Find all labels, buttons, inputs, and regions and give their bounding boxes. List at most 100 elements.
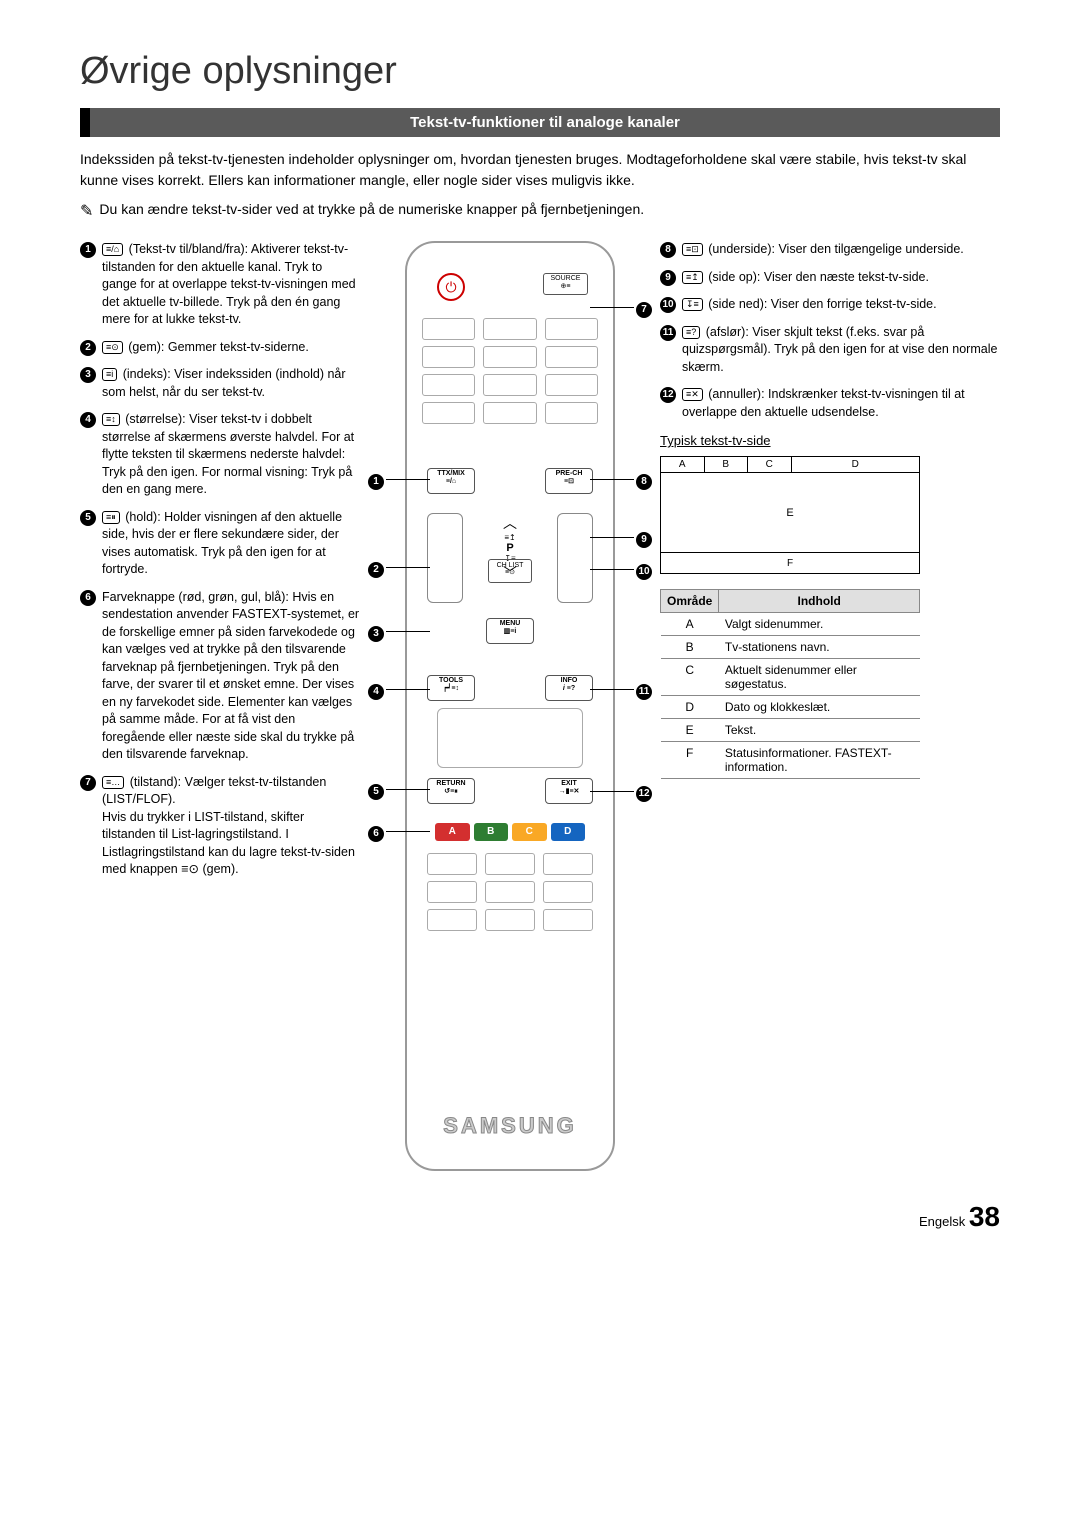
list-item: 7 ≡… (tilstand): Vælger tekst-tv-tilstan… <box>80 774 360 879</box>
item-number: 8 <box>660 242 676 258</box>
cell-content: Valgt sidenummer. <box>719 613 920 636</box>
chlist-button[interactable]: CH LIST≡⊙ <box>488 559 532 583</box>
ttx-button[interactable]: TTX/MIX≡/⌂ <box>427 468 475 494</box>
prech-button[interactable]: PRE-CH≡⊡ <box>545 468 593 494</box>
exit-label: EXIT <box>546 780 592 788</box>
color-button[interactable]: A <box>435 823 470 841</box>
tools-button[interactable]: TOOLS┍┙≡↕ <box>427 675 475 701</box>
color-button[interactable]: B <box>474 823 509 841</box>
return-button[interactable]: RETURN↺≡⏸ <box>427 778 475 804</box>
media-button[interactable] <box>485 881 535 903</box>
prech-icon: ≡⊡ <box>546 478 592 486</box>
num-button[interactable] <box>545 318 598 340</box>
num-button[interactable] <box>422 346 475 368</box>
ttv-icon: ≡i <box>102 368 117 381</box>
page-footer: Engelsk 38 <box>80 1201 1000 1233</box>
item-text: Farveknappe (rød, grøn, gul, blå): Hvis … <box>102 589 360 764</box>
th-content: Indhold <box>719 590 920 613</box>
tools-icon: ┍┙≡↕ <box>428 685 474 693</box>
chlist-icon: ≡⊙ <box>489 569 531 576</box>
num-button[interactable] <box>545 402 598 424</box>
vol-ch-area: ︿ ≡↥ P ↧≡ ﹀ <box>427 513 593 603</box>
volume-rocker[interactable] <box>427 513 463 603</box>
pencil-icon: ✎ <box>80 201 93 221</box>
callout-number: 12 <box>636 786 652 802</box>
callout-number: 5 <box>368 784 384 800</box>
media-button[interactable] <box>427 909 477 931</box>
num-button[interactable] <box>483 374 536 396</box>
language-label: Engelsk <box>919 1214 965 1229</box>
leader-line <box>590 537 634 538</box>
cell-area: D <box>661 696 719 719</box>
callout: 6 <box>368 823 384 842</box>
bottom-pad <box>427 853 593 937</box>
table-row: CAktuelt sidenummer eller søgestatus. <box>661 659 920 696</box>
media-button[interactable] <box>485 853 535 875</box>
callout-number: 9 <box>636 532 652 548</box>
tools-label: TOOLS <box>428 677 474 685</box>
cell-content: Statusinformationer. FASTEXT-information… <box>719 742 920 779</box>
ttv-icon: ≡↕ <box>102 413 120 426</box>
num-button[interactable] <box>422 318 475 340</box>
num-button[interactable] <box>545 374 598 396</box>
ttv-icon: ≡/⌂ <box>102 243 123 256</box>
media-button[interactable] <box>427 881 477 903</box>
item-text: ↧≡ (side ned): Viser den forrige tekst-t… <box>682 296 1000 314</box>
exit-button[interactable]: EXIT→▮≡✕ <box>545 778 593 804</box>
color-button[interactable]: C <box>512 823 547 841</box>
chlist-label: CH LIST <box>489 562 531 569</box>
channel-center: ︿ ≡↥ P ↧≡ ﹀ <box>488 513 532 603</box>
th-area: Område <box>661 590 719 613</box>
source-button[interactable]: SOURCE ⊕≡ <box>543 273 588 295</box>
table-row: DDato og klokkeslæt. <box>661 696 920 719</box>
ttv-icon: ≡✕ <box>682 388 703 401</box>
cell-area: C <box>661 659 719 696</box>
ch-rocker[interactable] <box>557 513 593 603</box>
ttx-label: TTX/MIX <box>428 470 474 478</box>
diag-cell-a: A <box>661 457 705 472</box>
menu-icon: ▥≡i <box>487 628 533 636</box>
callout: 8 <box>636 471 652 490</box>
callout: 10 <box>636 561 652 580</box>
item-number: 2 <box>80 340 96 356</box>
power-button[interactable]: ⏻ <box>437 273 465 301</box>
leader-line <box>590 307 634 308</box>
leader-line <box>590 791 634 792</box>
menu-button[interactable]: MENU▥≡i <box>486 618 534 644</box>
callout: 7 <box>636 299 652 318</box>
chevron-up-icon[interactable]: ︿ <box>488 513 532 533</box>
callout-number: 7 <box>636 302 652 318</box>
cell-area: F <box>661 742 719 779</box>
num-button[interactable] <box>422 402 475 424</box>
leader-line <box>386 631 430 632</box>
page-title: Øvrige oplysninger <box>80 50 1000 93</box>
num-button[interactable] <box>483 346 536 368</box>
info-button[interactable]: INFOi ≡? <box>545 675 593 701</box>
media-button[interactable] <box>543 853 593 875</box>
item-text: ≡⊙ (gem): Gemmer tekst-tv-siderne. <box>102 339 360 357</box>
leader-line <box>590 569 634 570</box>
callout-number: 3 <box>368 626 384 642</box>
media-button[interactable] <box>427 853 477 875</box>
item-text: ≡✕ (annuller): Indskrænker tekst-tv-visn… <box>682 386 1000 421</box>
item-text: ≡… (tilstand): Vælger tekst-tv-tilstande… <box>102 774 360 879</box>
num-button[interactable] <box>422 374 475 396</box>
media-button[interactable] <box>543 909 593 931</box>
dpad[interactable] <box>437 708 583 768</box>
item-number: 11 <box>660 325 676 341</box>
remote-outline: ⏻ SOURCE ⊕≡ TTX/MIX≡/⌂ PRE-CH≡⊡ ︿ <box>405 241 615 1171</box>
item-text: ≡↥ (side op): Viser den næste tekst-tv-s… <box>682 269 1000 287</box>
callout-number: 8 <box>636 474 652 490</box>
callout: 2 <box>368 559 384 578</box>
media-button[interactable] <box>485 909 535 931</box>
num-button[interactable] <box>483 318 536 340</box>
color-button[interactable]: D <box>551 823 586 841</box>
item-number: 9 <box>660 270 676 286</box>
right-column: 8 ≡⊡ (underside): Viser den tilgængelige… <box>660 241 1000 1171</box>
left-column: 1 ≡/⌂ (Tekst-tv til/bland/fra): Aktivere… <box>80 241 360 1171</box>
num-button[interactable] <box>483 402 536 424</box>
leader-line <box>386 479 430 480</box>
num-button[interactable] <box>545 346 598 368</box>
media-button[interactable] <box>543 881 593 903</box>
item-text: ≡↕ (størrelse): Viser tekst-tv i dobbelt… <box>102 411 360 499</box>
